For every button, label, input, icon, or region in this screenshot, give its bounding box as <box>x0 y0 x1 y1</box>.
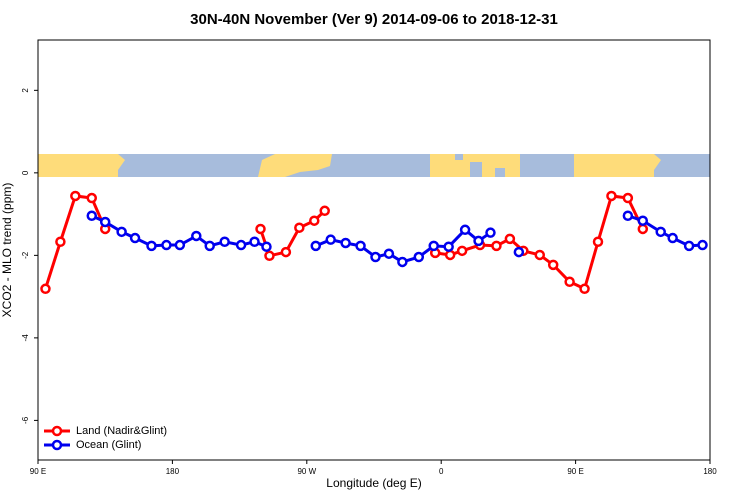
data-point <box>129 232 141 244</box>
y-tick-label: -6 <box>21 416 30 424</box>
data-point <box>204 240 215 252</box>
data-point <box>485 227 496 238</box>
data-point <box>413 251 425 263</box>
data-point <box>294 222 305 233</box>
legend-marker <box>51 425 63 437</box>
data-point <box>370 251 381 263</box>
data-point <box>491 240 502 252</box>
x-tick-label: 0 <box>439 467 444 476</box>
plot-frame <box>37 39 711 461</box>
data-point <box>249 236 260 247</box>
data-point <box>280 246 292 258</box>
data-point <box>637 223 649 235</box>
data-point <box>667 232 678 244</box>
data-point <box>55 236 66 247</box>
data-point <box>534 249 546 261</box>
y-tick-label: -4 <box>21 334 30 342</box>
data-point <box>219 236 230 247</box>
legend-marker <box>51 439 63 451</box>
data-point <box>547 259 559 271</box>
data-point <box>340 237 351 249</box>
data-point <box>191 230 202 242</box>
x-tick-label: 90 E <box>30 467 46 476</box>
data-point <box>383 248 395 259</box>
data-point <box>146 240 157 252</box>
data-point <box>637 215 649 226</box>
legend-label: Land (Nadir&Glint) <box>76 425 167 437</box>
series-line <box>91 214 703 264</box>
data-point <box>174 239 186 251</box>
data-point <box>86 192 98 204</box>
data-point <box>504 233 516 245</box>
data-point <box>397 256 408 268</box>
data-point <box>355 240 366 252</box>
x-tick-label: 90 E <box>567 467 583 476</box>
data-point <box>161 239 172 251</box>
y-axis-label: XCO2 - MLO trend (ppm) <box>0 183 14 318</box>
data-point <box>622 210 634 222</box>
data-point <box>443 241 454 252</box>
data-point <box>86 210 98 222</box>
data-point <box>264 250 275 262</box>
y-tick-label: 2 <box>21 88 30 93</box>
data-point <box>428 240 439 252</box>
data-point <box>40 283 51 295</box>
data-point <box>99 216 111 228</box>
legend-label: Ocean (Glint) <box>76 439 141 451</box>
chart-title: 30N-40N November (Ver 9) 2014-09-06 to 2… <box>190 11 558 28</box>
data-point <box>697 239 708 251</box>
data-point <box>459 224 471 236</box>
x-tick-label: 180 <box>703 467 717 476</box>
data-point <box>116 226 127 238</box>
y-tick-label: 0 <box>21 170 30 175</box>
data-point <box>655 226 666 238</box>
data-point <box>579 283 590 295</box>
data-point <box>513 246 525 258</box>
data-point <box>683 240 695 252</box>
data-point <box>255 223 266 235</box>
data-point <box>319 205 330 217</box>
y-tick-label: -2 <box>21 251 30 259</box>
data-point <box>235 239 247 251</box>
data-point <box>606 190 617 202</box>
data-point <box>310 240 322 252</box>
data-point <box>325 234 336 245</box>
x-tick-label: 180 <box>166 467 180 476</box>
data-point <box>261 241 272 252</box>
data-point <box>456 245 468 257</box>
data-point <box>473 235 484 247</box>
x-axis-label: Longitude (deg E) <box>326 476 421 490</box>
data-point <box>564 276 575 288</box>
data-point <box>592 236 604 247</box>
x-tick-label: 90 W <box>297 467 316 476</box>
data-point <box>444 249 456 261</box>
data-point <box>622 192 634 204</box>
data-point <box>70 190 81 202</box>
data-point <box>309 215 320 226</box>
map-strip <box>38 154 710 177</box>
